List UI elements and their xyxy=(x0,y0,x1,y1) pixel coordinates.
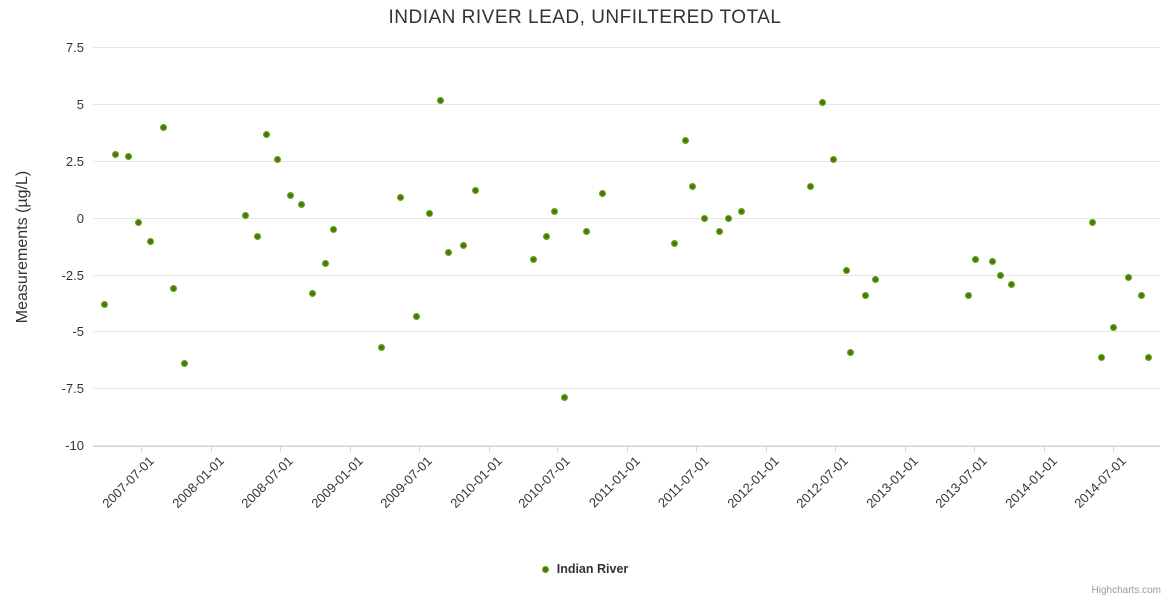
x-axis-tick-mark xyxy=(349,446,351,452)
data-point[interactable] xyxy=(871,276,879,284)
data-point[interactable] xyxy=(965,292,973,300)
x-axis-tick-mark xyxy=(557,446,559,452)
y-axis-tick-label: 0 xyxy=(76,210,84,226)
data-point[interactable] xyxy=(560,394,568,402)
data-point[interactable] xyxy=(274,155,282,163)
data-point[interactable] xyxy=(700,214,708,222)
y-gridline xyxy=(93,160,1160,162)
data-point[interactable] xyxy=(1098,353,1106,361)
data-point[interactable] xyxy=(830,155,838,163)
data-point[interactable] xyxy=(806,182,814,190)
x-axis-tick-mark xyxy=(418,446,420,452)
data-point[interactable] xyxy=(135,219,143,227)
y-gridline xyxy=(93,388,1160,390)
y-gridline xyxy=(93,47,1160,49)
data-point[interactable] xyxy=(598,189,606,197)
data-point[interactable] xyxy=(436,96,444,104)
data-point[interactable] xyxy=(444,248,452,256)
data-point[interactable] xyxy=(263,130,271,138)
y-axis-tick-label: 7.5 xyxy=(65,40,84,56)
data-point[interactable] xyxy=(170,285,178,293)
x-axis-tick-mark xyxy=(279,446,281,452)
data-point[interactable] xyxy=(425,210,433,218)
data-point[interactable] xyxy=(329,226,337,234)
chart-title: INDIAN RIVER LEAD, UNFILTERED TOTAL xyxy=(388,7,782,28)
y-axis-tick-label: 5 xyxy=(76,97,84,113)
y-gridline xyxy=(93,217,1160,219)
highcharts-credits-link[interactable]: Highcharts.com xyxy=(1091,585,1161,596)
x-axis-tick-mark xyxy=(627,446,629,452)
data-point[interactable] xyxy=(471,187,479,195)
x-axis-line xyxy=(93,445,1160,447)
data-point[interactable] xyxy=(670,239,678,247)
x-axis-tick-mark xyxy=(210,446,212,452)
data-point[interactable] xyxy=(582,228,590,236)
data-point[interactable] xyxy=(287,192,295,200)
data-point[interactable] xyxy=(681,137,689,145)
y-axis-tick-label: -2.5 xyxy=(61,267,84,283)
data-point[interactable] xyxy=(124,153,132,161)
data-point[interactable] xyxy=(529,255,537,263)
data-point[interactable] xyxy=(818,98,826,106)
data-point[interactable] xyxy=(1007,280,1015,288)
data-point[interactable] xyxy=(253,232,261,240)
x-axis-tick-mark xyxy=(488,446,490,452)
data-point[interactable] xyxy=(309,289,317,297)
x-axis-tick-mark xyxy=(766,446,768,452)
x-axis-tick-mark xyxy=(1113,446,1114,452)
y-gridline xyxy=(93,331,1160,333)
data-point[interactable] xyxy=(972,255,980,263)
y-axis-tick-label: 2.5 xyxy=(65,153,84,169)
data-point[interactable] xyxy=(989,257,997,265)
data-point[interactable] xyxy=(1109,323,1117,331)
data-point[interactable] xyxy=(396,194,404,202)
data-point[interactable] xyxy=(1089,219,1097,227)
data-point[interactable] xyxy=(241,212,249,220)
data-point[interactable] xyxy=(688,182,696,190)
data-point[interactable] xyxy=(101,301,109,309)
x-axis-tick-mark xyxy=(1044,446,1046,452)
x-axis-tick-mark xyxy=(905,446,907,452)
data-point[interactable] xyxy=(542,232,550,240)
data-point[interactable] xyxy=(460,242,468,250)
x-axis-tick-mark xyxy=(696,446,698,452)
legend-item-indian-river[interactable]: Indian River xyxy=(0,562,1170,576)
data-point[interactable] xyxy=(724,214,732,222)
data-point[interactable] xyxy=(715,228,723,236)
data-point[interactable] xyxy=(377,344,385,352)
y-axis-tick-label: -7.5 xyxy=(61,381,84,397)
data-point[interactable] xyxy=(550,207,558,215)
data-point[interactable] xyxy=(1145,353,1153,361)
data-point[interactable] xyxy=(861,292,869,300)
data-point[interactable] xyxy=(112,151,120,159)
data-point[interactable] xyxy=(1125,273,1133,281)
data-point[interactable] xyxy=(146,237,154,245)
x-axis-tick-mark xyxy=(140,446,142,452)
data-point[interactable] xyxy=(737,207,745,215)
x-axis-tick-mark xyxy=(835,446,837,452)
legend-label: Indian River xyxy=(556,562,629,576)
data-point[interactable] xyxy=(996,271,1004,279)
legend-marker-icon xyxy=(541,565,549,573)
y-gridline xyxy=(93,104,1160,106)
data-point[interactable] xyxy=(412,312,420,320)
data-point[interactable] xyxy=(159,123,167,131)
x-axis-tick-mark xyxy=(974,446,976,452)
data-point[interactable] xyxy=(181,360,189,368)
y-axis-tick-label: -5 xyxy=(72,324,84,340)
data-point[interactable] xyxy=(321,260,329,268)
y-axis-title: Measurements (µg/L) xyxy=(14,170,31,324)
data-point[interactable] xyxy=(842,267,850,275)
y-axis-tick-label: -10 xyxy=(65,438,84,454)
y-gridline xyxy=(93,274,1160,276)
data-point[interactable] xyxy=(297,201,305,209)
data-point[interactable] xyxy=(1138,292,1146,300)
data-point[interactable] xyxy=(847,348,855,356)
